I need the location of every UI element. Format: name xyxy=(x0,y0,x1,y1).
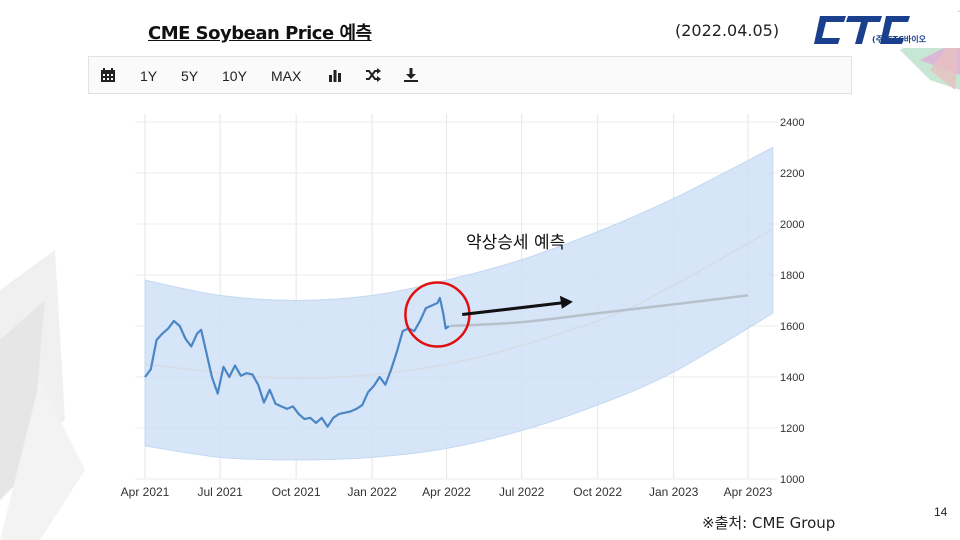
y-tick-label: 1000 xyxy=(780,474,804,486)
y-tick-label: 1400 xyxy=(780,372,804,384)
range-button-5y[interactable]: 5Y xyxy=(181,68,199,84)
x-tick-label: Jul 2022 xyxy=(499,485,545,499)
range-button-10y[interactable]: 10Y xyxy=(222,68,247,84)
page-number: 14 xyxy=(934,505,948,519)
confidence-band xyxy=(144,146,774,461)
x-tick-label: Jan 2022 xyxy=(347,485,397,499)
forecast-line xyxy=(449,294,749,328)
slide-date: (2022.04.05) xyxy=(675,21,780,40)
x-tick-label: Oct 2021 xyxy=(272,485,321,499)
trend-arrow-head xyxy=(559,295,573,309)
download-icon[interactable] xyxy=(403,67,419,83)
x-tick-label: Apr 2021 xyxy=(121,485,170,499)
x-tick-label: Apr 2022 xyxy=(422,485,471,499)
x-tick-label: Jan 2023 xyxy=(649,485,699,499)
chart-toolbar: 1Y 5Y 10Y MAX xyxy=(88,56,852,94)
company-logo xyxy=(806,12,960,48)
x-tick-label: Jul 2021 xyxy=(197,485,243,499)
range-button-max[interactable]: MAX xyxy=(271,68,302,84)
band-mid-line xyxy=(144,228,774,380)
bar-chart-icon[interactable] xyxy=(327,67,343,83)
annotation-text: 약상승세 예측 xyxy=(466,233,566,253)
x-tick-label: Apr 2023 xyxy=(724,485,773,499)
chart-area: 1000 1200 1400 1600 1800 2000 2200 2400 Apr 2021… xyxy=(88,94,852,530)
y-tick-label: 2000 xyxy=(780,219,804,231)
y-tick-label: 1200 xyxy=(780,423,804,435)
shuffle-icon[interactable] xyxy=(365,67,381,83)
trend-arrow-line xyxy=(462,301,564,317)
x-tick-label: Oct 2022 xyxy=(573,485,622,499)
source-note: ※출처: CME Group xyxy=(702,514,836,532)
y-tick-label: 2400 xyxy=(780,117,804,129)
soybean-price-chart: 1000 1200 1400 1600 1800 2000 2200 2400 Apr 2021… xyxy=(121,114,804,499)
range-button-1y[interactable]: 1Y xyxy=(140,68,158,84)
calendar-icon[interactable] xyxy=(100,67,116,83)
slide-title: CME Soybean Price 예측 xyxy=(148,23,372,44)
y-tick-label: 2200 xyxy=(780,168,804,180)
logo-text: (주)CTC바이오 xyxy=(872,35,926,44)
y-tick-label: 1600 xyxy=(780,321,804,333)
y-tick-label: 1800 xyxy=(780,270,804,282)
